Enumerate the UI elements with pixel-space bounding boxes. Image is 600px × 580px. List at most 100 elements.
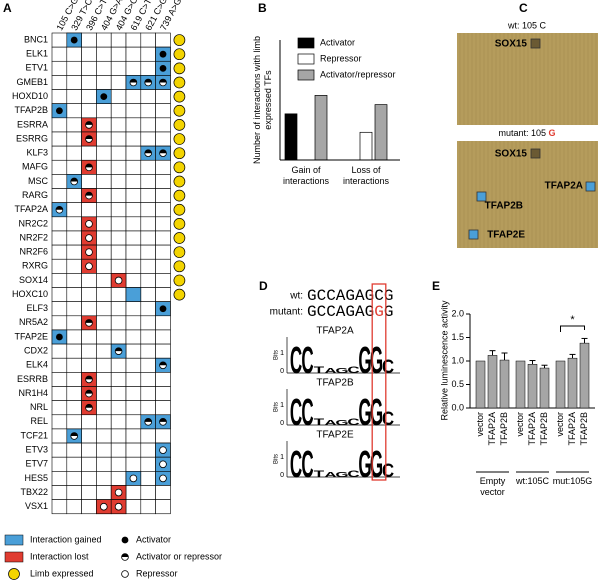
grid-cell (81, 471, 97, 486)
logo-letter: T (314, 365, 325, 375)
wt-label: wt: 105 C (507, 20, 547, 30)
grid-cell (51, 357, 68, 373)
grid-cell (155, 273, 171, 288)
grid-cell (81, 456, 97, 472)
activator-or-repressor-half (85, 121, 93, 125)
grid-cell (125, 329, 142, 345)
grid-cell (66, 414, 82, 430)
grid-cell (96, 372, 112, 387)
grid-cell (51, 32, 68, 48)
panel-letter: D (259, 279, 268, 293)
repressor-symbol (159, 446, 167, 454)
panel-letter: C (519, 1, 528, 15)
grid-cell (140, 188, 156, 203)
grid-cell (125, 60, 142, 76)
repressor-symbol (85, 248, 93, 256)
grid-cell (110, 202, 127, 218)
grid-cell (51, 188, 68, 203)
grid-cell (51, 60, 68, 76)
activator-or-repressor-half (121, 553, 129, 557)
logo-letter: G (358, 339, 371, 382)
motif-name: TFAP2B (316, 378, 354, 389)
limb-expressed-marker (173, 104, 186, 117)
grid-cell (125, 414, 142, 430)
grid-cell (66, 258, 82, 274)
grid-cell (125, 230, 142, 246)
y-tick-label: 0.5 (451, 379, 464, 389)
grid-cell (96, 329, 112, 345)
grid-cell (66, 216, 82, 232)
grid-cell (81, 485, 97, 500)
grid-cell (110, 75, 127, 90)
grid-cell (81, 75, 97, 90)
grid-cell (140, 329, 156, 345)
x-tick-label: TFAP2A (527, 412, 537, 446)
logo-tick: 0 (280, 368, 284, 375)
legend-swatch (297, 53, 315, 65)
activator-or-repressor-half (85, 404, 93, 408)
activator-symbol (159, 50, 167, 58)
sequence-base: C (374, 287, 384, 305)
x-tick-label: vector (555, 412, 565, 437)
grid-cell (81, 414, 97, 430)
x-tick-label: TFAP2B (539, 412, 549, 446)
activator-symbol (100, 93, 108, 101)
logo-letter: C (301, 391, 313, 434)
tf-name: ESRRA (17, 119, 48, 129)
grid-cell (96, 117, 112, 133)
activator-symbol (121, 536, 129, 544)
legend-swatch (4, 551, 24, 563)
grid-cell (155, 216, 171, 232)
array-image (457, 33, 598, 125)
grid-cell (155, 117, 171, 133)
grid-cell (96, 131, 112, 147)
grid-cell (81, 357, 97, 373)
grid-cell (110, 60, 127, 76)
grid-cell (140, 343, 156, 359)
logo-tick: 1 (280, 454, 284, 461)
grid-cell (51, 287, 68, 302)
grid-cell (140, 174, 156, 189)
limb-expressed-marker (173, 203, 186, 216)
tf-name: HOXC10 (12, 289, 48, 299)
grid-cell (96, 400, 112, 416)
activator-symbol (56, 107, 63, 115)
grid-cell (125, 145, 142, 161)
tf-name: NR2F2 (19, 232, 48, 242)
logo-letter: C (290, 443, 302, 486)
grid-cell (66, 89, 82, 104)
grid-cell (140, 287, 156, 302)
grid-cell (66, 400, 82, 416)
limb-expressed-marker (173, 119, 186, 131)
mutant-base: G (549, 128, 556, 138)
grid-cell (81, 32, 97, 48)
grid-cell (51, 159, 68, 175)
grid-cell (110, 230, 127, 246)
limb-expressed-marker (173, 90, 186, 103)
grid-cell (140, 46, 156, 62)
tf-name: ESRRB (17, 374, 48, 384)
spot-label: TFAP2E (487, 230, 525, 241)
grid-cell (66, 131, 82, 147)
grid-cell (51, 471, 68, 486)
grid-cell (96, 485, 112, 500)
bar (539, 367, 550, 409)
grid-cell (125, 386, 142, 401)
mutant-label-text: mutant: 105 (498, 128, 546, 138)
grid-cell (96, 145, 112, 161)
grid-cell (96, 174, 112, 189)
motif-name: TFAP2A (316, 326, 354, 337)
tf-name: VSX1 (25, 501, 48, 511)
x-tick-label: TFAP2A (567, 412, 577, 446)
tf-name: NR2F6 (19, 247, 48, 257)
grid-cell (125, 485, 142, 500)
repressor-symbol (159, 474, 167, 483)
grid-cell (81, 287, 97, 302)
grid-cell (51, 145, 68, 161)
grid-cell (66, 372, 82, 387)
limb-expressed-marker (173, 288, 186, 301)
grid-cell (140, 357, 156, 373)
grid-cell (51, 89, 68, 104)
grid-cell (140, 60, 156, 76)
grid-cell (66, 60, 82, 76)
